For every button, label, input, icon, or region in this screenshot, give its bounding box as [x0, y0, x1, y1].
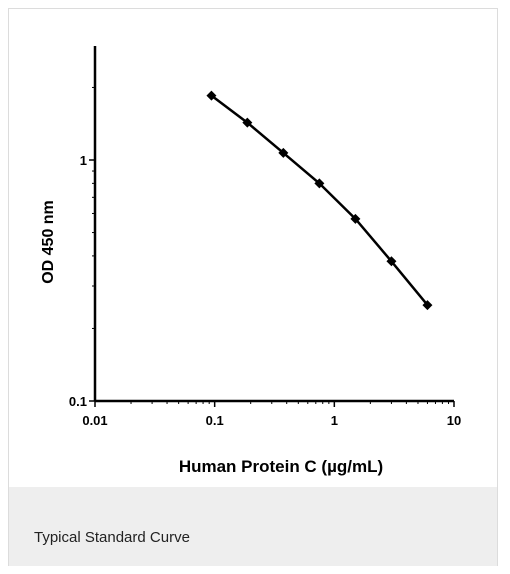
y-tick-label: 0.1 [69, 394, 87, 409]
data-point-marker [206, 90, 217, 101]
y-tick-label: 1 [80, 153, 87, 168]
x-tick-label: 1 [331, 413, 338, 428]
chart-axes [93, 46, 454, 403]
tick-labels: 0.01 0.1 1 10 0.1 1 [69, 153, 461, 428]
caption-bar: Typical Standard Curve [9, 487, 497, 566]
data-point-marker [242, 117, 253, 128]
series-line [210, 94, 429, 306]
y-axis-label: OD 450 nm [40, 200, 57, 284]
x-axis-label: Human Protein C (µg/mL) [179, 457, 383, 476]
data-point-marker [422, 300, 433, 311]
figure-caption: Typical Standard Curve [34, 529, 190, 546]
axis-ticks [89, 86, 455, 407]
x-tick-label: 0.1 [206, 413, 224, 428]
chart-area: 0.01 0.1 1 10 0.1 1 Human Protein C (µg/mL) O… [9, 9, 499, 487]
data-point-marker [350, 213, 361, 224]
chart-card: 0.01 0.1 1 10 0.1 1 Human Protein C (µg/mL) O… [8, 8, 498, 566]
standard-curve-chart: 0.01 0.1 1 10 0.1 1 Human Protein C (µg/mL) O… [40, 46, 461, 476]
data-point-marker [278, 147, 289, 158]
data-point-marker [386, 256, 397, 267]
x-tick-label: 10 [447, 413, 461, 428]
data-point-marker [314, 178, 325, 189]
x-tick-label: 0.01 [82, 413, 107, 428]
data-markers [206, 90, 433, 311]
